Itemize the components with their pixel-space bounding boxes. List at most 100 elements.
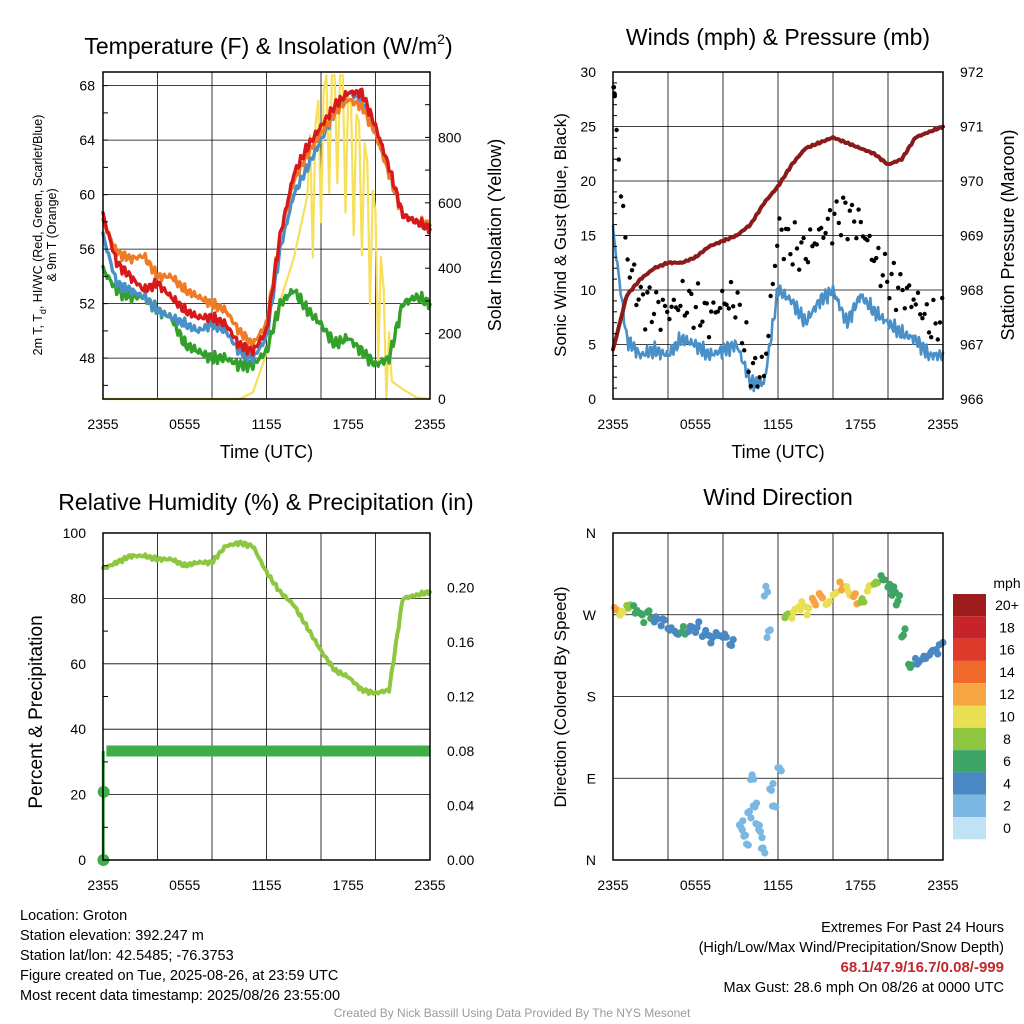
gust-point xyxy=(764,351,769,356)
extremes-info: Extremes For Past 24 Hours (High/Low/Max… xyxy=(699,918,1004,998)
gust-point xyxy=(880,273,885,278)
gust-point xyxy=(733,315,738,320)
gust-point xyxy=(720,288,725,294)
gust-point xyxy=(728,279,734,285)
gust-point xyxy=(770,281,775,287)
title-end: ) xyxy=(445,33,453,59)
sonic-wind-line xyxy=(611,224,945,393)
gust-point xyxy=(832,211,837,216)
direction-point xyxy=(825,597,834,606)
gust-point xyxy=(847,208,852,213)
humidity-y2-tick-label: 0.12 xyxy=(447,689,474,705)
direction-point xyxy=(934,650,942,658)
winds-y-tick-label: 30 xyxy=(580,64,596,80)
direction-point xyxy=(727,641,736,650)
direction-point xyxy=(818,594,827,602)
temperature-x-tick-label: 2355 xyxy=(87,416,118,432)
direction-plot-frame xyxy=(612,532,944,861)
gust-point xyxy=(889,271,894,277)
winds-y2-tick-label: 969 xyxy=(960,228,984,244)
humidity-ylabel: Percent & Precipitation xyxy=(26,615,47,808)
temperature-title: Temperature (F) & Insolation (W/m2) xyxy=(84,31,452,59)
gust-point xyxy=(779,227,784,232)
recent-timestamp: Most recent data timestamp: 2025/08/26 2… xyxy=(20,988,341,1004)
winds-y2-tick-label: 967 xyxy=(960,337,984,353)
direction-point xyxy=(769,780,777,788)
gust-point xyxy=(709,309,714,314)
speed-legend-swatch xyxy=(953,817,986,840)
direction-point xyxy=(653,615,662,623)
gust-point xyxy=(900,287,905,293)
gust-point xyxy=(766,333,771,339)
direction-point xyxy=(762,582,770,591)
temperature-y2-tick-label: 200 xyxy=(438,326,462,342)
direction-point xyxy=(894,597,902,605)
speed-legend-label: 6 xyxy=(1003,753,1011,769)
gust-point xyxy=(737,302,742,307)
gust-point xyxy=(814,242,819,247)
direction-point xyxy=(693,624,701,632)
gust-point xyxy=(724,302,729,307)
direction-point xyxy=(766,626,774,634)
winds-y-tick-label: 5 xyxy=(588,337,596,353)
winds-title: Winds (mph) & Pressure (mb) xyxy=(626,24,930,50)
gust-point xyxy=(926,330,932,335)
gust-point xyxy=(656,299,661,305)
direction-point xyxy=(901,625,909,633)
gust-point xyxy=(678,303,683,309)
direction-point xyxy=(702,626,710,635)
speed-legend-swatch xyxy=(953,750,986,773)
speed-legend-swatch xyxy=(953,616,986,639)
station-pressure-line xyxy=(611,124,945,352)
gust-point xyxy=(750,360,756,366)
humidity-y2-tick-label: 0.16 xyxy=(447,634,474,650)
direction-point xyxy=(741,831,749,840)
gust-point xyxy=(643,327,648,332)
gust-point xyxy=(671,297,676,302)
humidity-x-tick-label: 2355 xyxy=(87,877,118,893)
relative-humidity-line xyxy=(101,539,432,696)
direction-point xyxy=(772,803,780,811)
direction-point xyxy=(739,817,747,825)
station-latlon: Station lat/lon: 42.5485; -76.3753 xyxy=(20,948,234,964)
gust-point xyxy=(885,279,890,284)
temperature-ylabel-line1: 2m T, Td, HI/WC (Red, Green, Scarlet/Blu… xyxy=(31,115,48,356)
winds-panel: 0 5 10 15 20 25 30 966 967 968 969 970 971 972 2355 055… xyxy=(551,24,1018,462)
gust-point xyxy=(621,203,626,209)
gust-point xyxy=(896,285,901,290)
winds-x-tick-label: 1755 xyxy=(845,416,876,432)
speed-legend-label: 16 xyxy=(999,642,1015,658)
temperature-ylabel-line2: & 9m T (Orange) xyxy=(45,188,59,281)
humidity-title: Relative Humidity (%) & Precipitation (i… xyxy=(58,489,473,515)
direction-point xyxy=(812,601,820,609)
gust-point xyxy=(838,233,844,238)
gust-point xyxy=(935,337,940,342)
gust-point xyxy=(748,384,753,389)
direction-title: Wind Direction xyxy=(703,484,853,510)
gust-point xyxy=(627,275,632,280)
direction-point xyxy=(777,767,785,775)
gust-point xyxy=(882,251,888,257)
humidity-y2-tick-label: 0.00 xyxy=(447,852,474,868)
gust-point xyxy=(711,300,716,305)
temperature-x-tick-label: 2355 xyxy=(414,416,445,432)
gust-point xyxy=(933,321,938,326)
winds-x-tick-label: 1155 xyxy=(763,416,793,432)
gust-point xyxy=(856,207,861,212)
speed-legend-label: 18 xyxy=(999,619,1015,635)
gust-point xyxy=(801,235,806,241)
direction-point xyxy=(761,849,769,857)
direction-y-tick-label: E xyxy=(587,770,596,786)
gust-point xyxy=(680,278,685,284)
gust-point xyxy=(706,335,712,340)
gust-point xyxy=(867,233,872,239)
direction-point xyxy=(657,622,665,630)
gust-point xyxy=(843,200,848,205)
gust-point xyxy=(777,216,782,221)
temperature-y-tick-label: 64 xyxy=(79,132,95,148)
speed-legend-swatch xyxy=(953,705,986,728)
direction-point xyxy=(873,579,882,587)
direction-y-tick-label: W xyxy=(583,607,597,623)
humidity-panel: 0 20 40 60 80 100 0.00 0.04 0.08 0.12 0.16 0.20 2355… xyxy=(26,489,474,893)
winds-y-tick-label: 15 xyxy=(580,228,596,244)
